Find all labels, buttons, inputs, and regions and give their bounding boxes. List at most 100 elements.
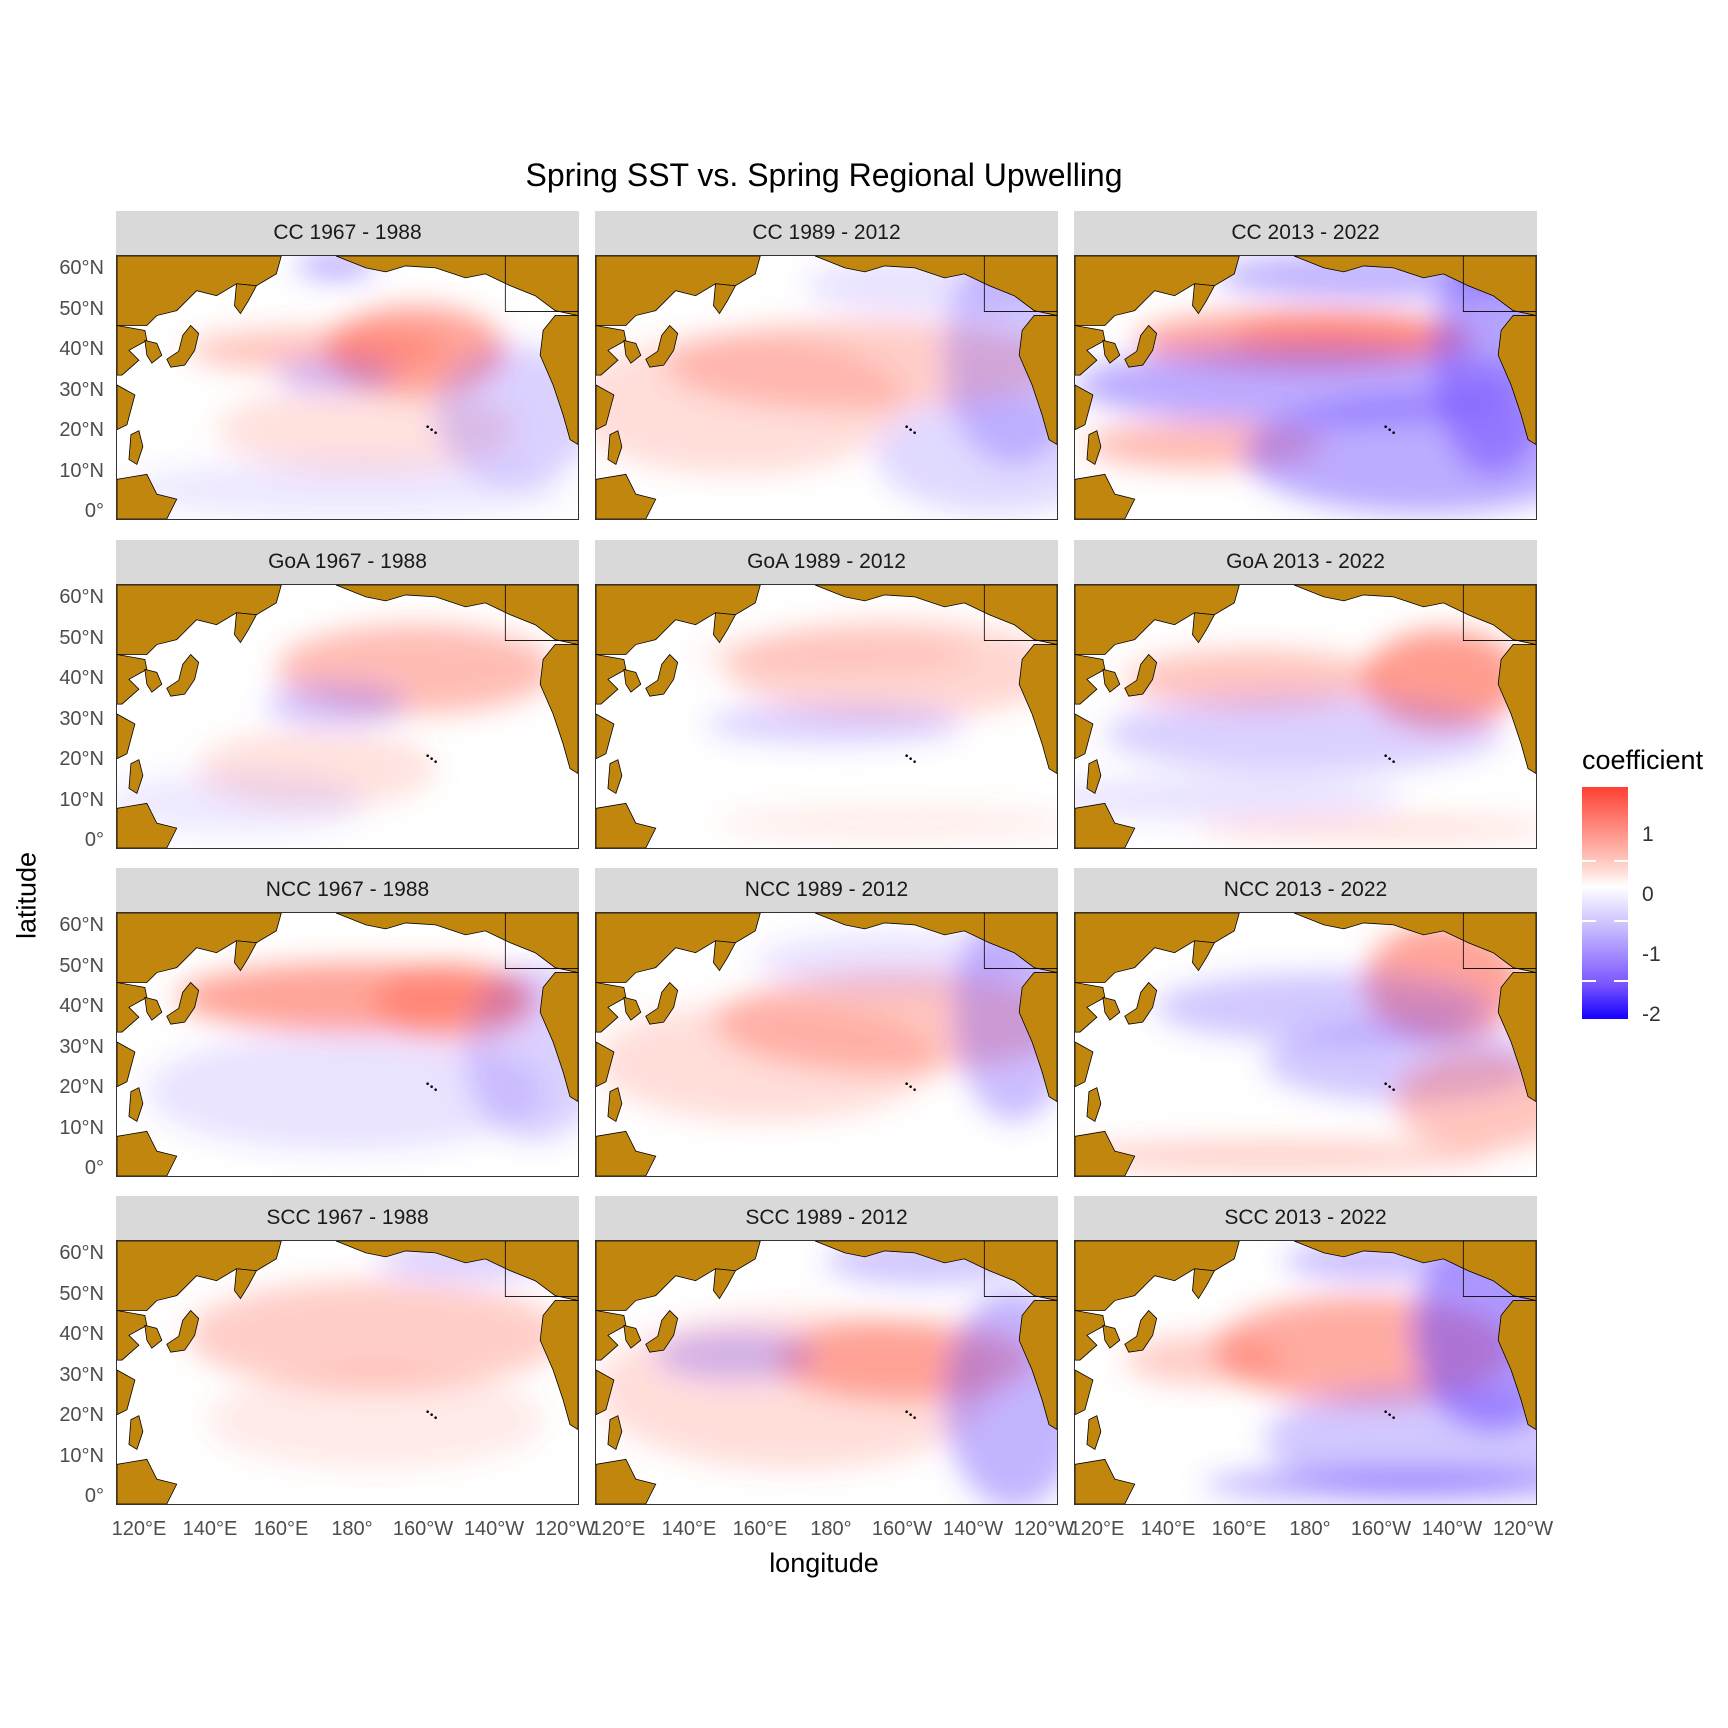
island-marker — [1388, 1085, 1391, 1088]
land-mass — [335, 256, 578, 316]
x-tick-label: 180° — [1289, 1518, 1331, 1540]
land-mass — [645, 653, 679, 697]
y-tick-label: 60°N — [59, 1242, 104, 1264]
map-panel — [595, 255, 1058, 520]
land-mass — [1018, 315, 1057, 446]
land-mass — [128, 759, 144, 795]
y-axis-title: latitude — [11, 851, 42, 940]
land-mass — [117, 1241, 282, 1311]
map-panel — [116, 255, 579, 520]
land-mass — [335, 585, 578, 645]
country-border — [1462, 1241, 1536, 1297]
y-tick-label: 0° — [84, 500, 104, 522]
land-mass — [645, 981, 679, 1025]
legend-label-neg1: -1 — [1642, 943, 1661, 966]
legend-title: coefficient — [1582, 745, 1704, 775]
land-mass — [166, 653, 200, 697]
land-mass — [117, 982, 148, 1033]
land-mass — [1075, 913, 1240, 983]
land-mass — [1075, 1041, 1094, 1088]
coefficient-anomaly — [596, 335, 905, 475]
coefficient-anomaly — [126, 459, 566, 519]
chart-title: Spring SST vs. Spring Regional Upwelling — [525, 157, 1123, 193]
island-marker — [426, 425, 429, 428]
land-mass — [596, 384, 615, 431]
x-tick-label: 160°W — [1350, 1518, 1412, 1540]
land-mass — [1102, 1324, 1121, 1349]
island-marker — [430, 1413, 433, 1416]
y-tick-label: 40°N — [59, 338, 104, 360]
land-mass — [539, 972, 578, 1103]
island-marker — [913, 1416, 916, 1419]
coefficient-map — [117, 585, 578, 848]
land-mass — [128, 1087, 144, 1123]
island-marker — [1392, 1088, 1395, 1091]
land-mass — [1075, 713, 1094, 760]
country-border — [1462, 913, 1536, 969]
island-marker — [434, 1416, 437, 1419]
coefficient-field — [695, 619, 1057, 844]
y-tick-label: 40°N — [59, 667, 104, 689]
y-tick-label: 40°N — [59, 1323, 104, 1345]
coefficient-map — [1075, 256, 1536, 519]
x-tick-label: 160°E — [1211, 1518, 1267, 1540]
land-mass — [1293, 585, 1536, 645]
island-marker — [909, 757, 912, 760]
coefficient-anomaly — [596, 1002, 935, 1122]
y-tick-label: 20°N — [59, 1404, 104, 1426]
x-tick-label: 160°E — [253, 1518, 309, 1540]
x-tick-label: 120°E — [111, 1518, 167, 1540]
land-mass — [713, 940, 737, 972]
land-mass — [596, 654, 627, 705]
country-border — [983, 1241, 1057, 1297]
land-mass — [596, 473, 657, 519]
coefficient-anomaly — [1433, 256, 1536, 475]
island-marker — [1384, 1410, 1387, 1413]
land-mass — [596, 1241, 761, 1311]
coefficient-field — [1075, 629, 1536, 839]
x-tick-label: 120°W — [1013, 1518, 1075, 1540]
legend-tick-mark — [1614, 920, 1628, 922]
land-mass — [1497, 644, 1536, 775]
coefficient-anomaly — [1264, 1384, 1536, 1495]
country-border — [504, 256, 578, 312]
land-mass — [1497, 972, 1536, 1103]
map-panel — [1074, 912, 1537, 1177]
land-mass — [128, 430, 144, 466]
map-panel — [116, 1240, 579, 1505]
coefficient-anomaly — [1124, 649, 1384, 710]
coefficient-field — [146, 962, 578, 1152]
x-tick-label: 140°W — [463, 1518, 525, 1540]
y-tick-label: 50°N — [59, 297, 104, 320]
y-tick-label: 0° — [84, 1157, 104, 1179]
coefficient-anomaly — [755, 932, 1035, 993]
y-tick-label: 30°N — [59, 707, 104, 730]
land-mass — [166, 324, 200, 368]
land-mass — [623, 1324, 642, 1349]
map-panel — [1074, 1240, 1537, 1505]
facet-strip-label: GoA 1989 - 2012 — [595, 540, 1058, 584]
land-mass — [1102, 339, 1121, 364]
x-axis-title: longitude — [769, 1548, 879, 1578]
land-mass — [1018, 972, 1057, 1103]
island-marker — [426, 754, 429, 757]
land-mass — [1018, 1300, 1057, 1431]
x-tick-label: 140°W — [942, 1518, 1004, 1540]
island-marker — [1388, 757, 1391, 760]
y-tick-label: 30°N — [59, 1035, 104, 1058]
facet-strip-label: CC 1967 - 1988 — [116, 211, 579, 255]
land-mass — [1102, 668, 1121, 693]
legend-tick-mark — [1614, 860, 1628, 862]
x-tick-label: 160°W — [871, 1518, 933, 1540]
x-tick-label: 140°E — [182, 1518, 238, 1540]
land-mass — [596, 1310, 627, 1361]
coefficient-anomaly — [1204, 1469, 1536, 1500]
land-mass — [335, 913, 578, 973]
island-marker — [426, 1082, 429, 1085]
island-marker — [1392, 760, 1395, 763]
legend-label-neg2: -2 — [1642, 1003, 1661, 1026]
map-panel — [116, 912, 579, 1177]
facet-strip-label: NCC 1989 - 2012 — [595, 868, 1058, 912]
land-mass — [596, 1130, 657, 1176]
land-mass — [596, 325, 627, 376]
